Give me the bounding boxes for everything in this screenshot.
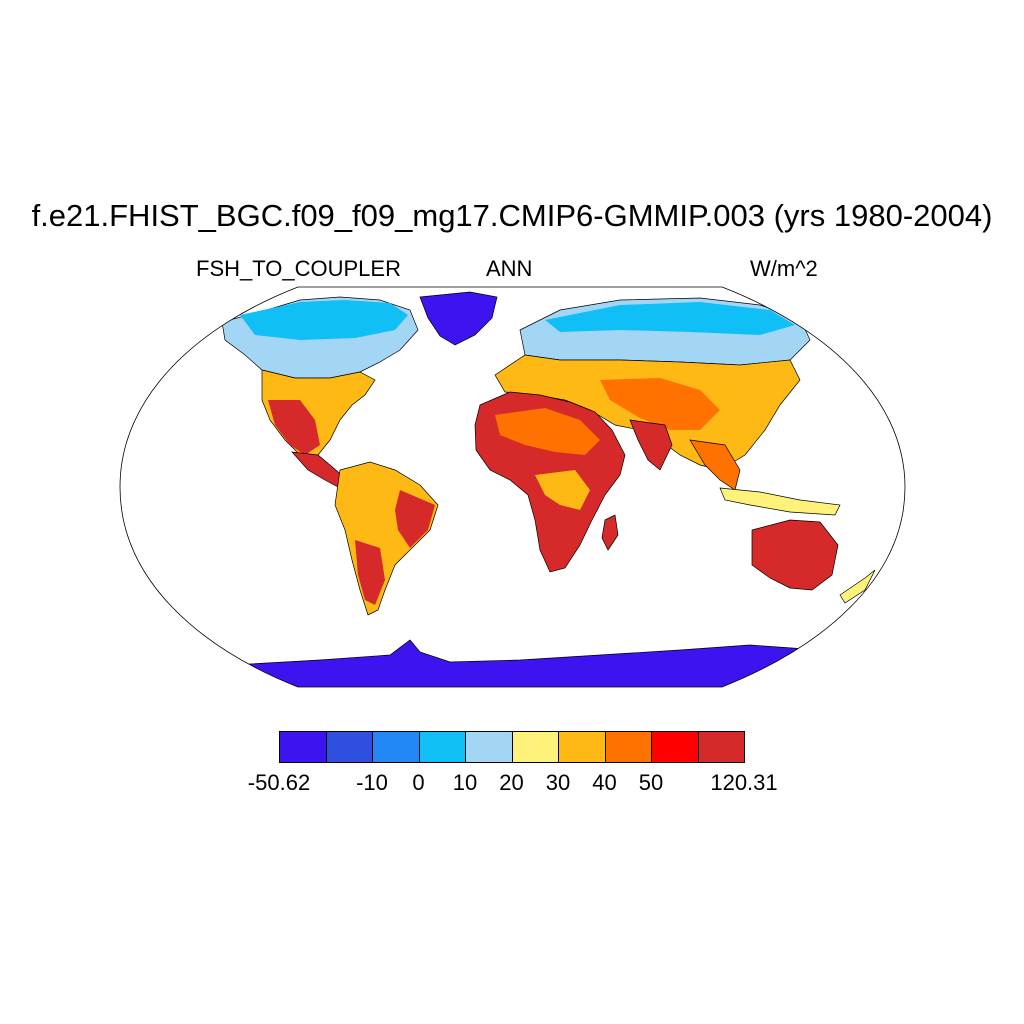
antarctica xyxy=(120,639,905,687)
colorbar-box xyxy=(465,731,513,763)
units-label: W/m^2 xyxy=(750,256,818,281)
south-america-south xyxy=(355,540,385,605)
colorbar-box xyxy=(511,731,559,763)
colorbar-box xyxy=(604,731,652,763)
colorbar-tick-label: 120.31 xyxy=(710,770,778,795)
colorbar-tick-label: 10 xyxy=(452,770,478,795)
colorbar-tick-label: 30 xyxy=(545,770,571,795)
madagascar xyxy=(601,514,619,551)
colorbar xyxy=(279,731,745,763)
eurasia-arctic-deep xyxy=(545,302,795,335)
colorbar-box xyxy=(558,731,606,763)
central-america xyxy=(291,451,346,489)
africa-tropics xyxy=(535,470,590,510)
colorbar-tick-label: 20 xyxy=(499,770,524,795)
season-label: ANN xyxy=(486,256,533,281)
variable-label: FSH_TO_COUPLER xyxy=(196,256,401,281)
north-america-arctic-deep xyxy=(240,300,408,340)
colorbar-box xyxy=(372,731,420,763)
colorbar-tick-label: 40 xyxy=(592,770,617,795)
colorbar-box xyxy=(325,731,373,763)
africa-orange xyxy=(495,408,600,455)
colorbar-box xyxy=(697,731,745,763)
north-america-hot xyxy=(268,400,320,455)
plot-title: f.e21.FHIST_BGC.f09_f09_mg17.CMIP6-GMMIP… xyxy=(31,198,993,233)
colorbar-box xyxy=(279,731,327,763)
south-america-hot xyxy=(395,490,435,548)
colorbar-tick-label: 0 xyxy=(412,770,425,795)
colorbar-box xyxy=(651,731,699,763)
india xyxy=(629,419,673,471)
south-america xyxy=(334,461,439,616)
map-border xyxy=(119,286,906,688)
colorbar-tick-label: -10 xyxy=(356,770,388,795)
colorbar-tick-label: -50.62 xyxy=(247,770,311,795)
new-zealand xyxy=(839,569,876,604)
land-fill xyxy=(120,291,905,687)
colorbar-box xyxy=(418,731,466,763)
colorbar-tick-label: 50 xyxy=(638,770,664,795)
australia xyxy=(751,519,839,591)
greenland xyxy=(419,291,498,346)
asia-hot-1 xyxy=(600,378,720,430)
indonesia xyxy=(719,487,841,516)
